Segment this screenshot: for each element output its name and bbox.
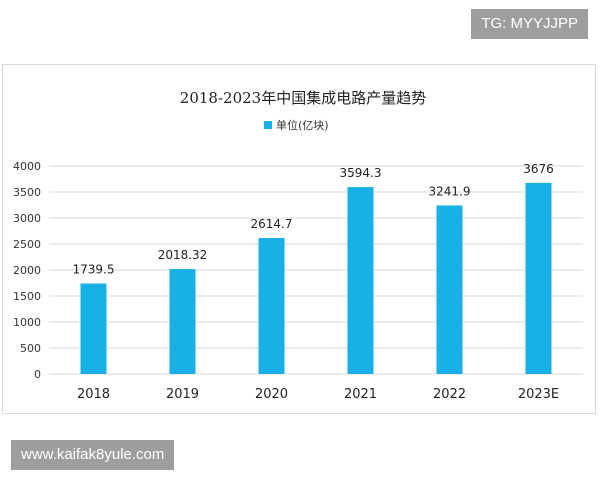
bars [80,182,552,374]
y-tick-label: 3000 [13,212,41,225]
data-label-2022: 3241.9 [429,184,471,198]
watermark-top: TG: MYYJJPP [471,9,588,39]
x-tick-label-2023E: 2023E [518,387,559,402]
legend: 单位(亿块) [264,118,329,132]
y-axis: 0 500 1000 1500 2000 2500 3000 3500 4000 [13,160,41,381]
legend-swatch [264,121,272,129]
data-label-2018: 1739.5 [73,263,115,277]
y-tick-label: 1000 [13,316,41,329]
bar-2019 [169,269,196,374]
bar-2023E [525,182,552,374]
x-tick-label-2020: 2020 [255,387,288,402]
x-tick-label-2021: 2021 [344,387,377,402]
legend-label: 单位(亿块) [276,118,329,132]
y-tick-label: 3500 [13,186,41,199]
chart-frame: 2018-2023年中国集成电路产量趋势 单位(亿块) 0 500 1000 1500… [2,64,596,414]
x-axis: 2018 2019 2020 2021 2022 2023E [77,387,559,402]
data-label-2020: 2614.7 [251,217,293,231]
bar-2018 [80,283,107,374]
bar-2022 [436,205,463,374]
y-tick-label: 2000 [13,264,41,277]
chart-title: 2018-2023年中国集成电路产量趋势 [180,89,426,107]
y-tick-label: 1500 [13,290,41,303]
y-tick-label: 2500 [13,238,41,251]
bar-2020 [258,238,285,374]
bar-chart: 2018-2023年中国集成电路产量趋势 单位(亿块) 0 500 1000 1500… [13,89,583,402]
x-tick-label-2018: 2018 [77,387,110,402]
gridlines [49,165,583,375]
x-tick-label-2022: 2022 [433,387,466,402]
data-labels: 1739.5 2018.32 2614.7 3594.3 3241.9 3676 [73,162,554,277]
data-label-2021: 3594.3 [340,166,382,180]
watermark-bottom: www.kaifak8yule.com [11,440,175,470]
y-tick-label: 4000 [13,160,41,173]
data-label-2019: 2018.32 [158,248,208,262]
bar-2021 [347,187,374,374]
y-tick-label: 500 [20,342,41,355]
x-tick-label-2019: 2019 [166,387,199,402]
y-tick-label: 0 [34,368,41,381]
data-label-2023E: 3676 [523,162,554,176]
